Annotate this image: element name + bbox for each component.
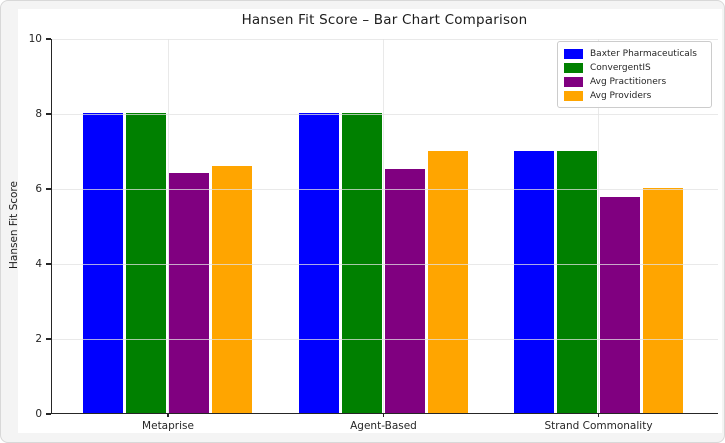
legend-item-avg-providers: Avg Providers (564, 89, 705, 103)
bar-avg-providers-metaprise (212, 165, 252, 413)
horizontal-gridline (52, 263, 718, 265)
bar-avg-providers-strand-commonality (642, 188, 683, 413)
bar-baxter-pharmaceuticals-metaprise (83, 113, 123, 413)
y-tick-label: 6 (35, 182, 42, 195)
y-axis-label: Hansen Fit Score (8, 181, 20, 269)
y-tick-label: 8 (35, 107, 42, 120)
y-tick-label: 2 (35, 332, 42, 345)
legend-label: ConvergentIS (590, 63, 651, 73)
bar-convergentis-strand-commonality (556, 150, 597, 413)
y-tick-mark (45, 413, 51, 415)
legend-item-avg-practitioners: Avg Practitioners (564, 75, 705, 89)
legend-label: Avg Practitioners (590, 77, 667, 87)
bar-group-agent-based (298, 113, 468, 413)
legend: Baxter Pharmaceuticals ConvergentIS Avg Pr… (557, 41, 712, 108)
horizontal-gridline (52, 338, 718, 340)
bar-convergentis-agent-based (341, 113, 382, 413)
bar-group-strand-commonality (513, 150, 683, 413)
y-tick-mark (45, 263, 51, 265)
legend-swatch-convergentis (564, 63, 583, 73)
y-tick-mark (45, 188, 51, 190)
bar-avg-providers-agent-based (427, 150, 468, 413)
legend-swatch-avg-practitioners (564, 77, 583, 87)
y-tick-label: 10 (28, 32, 42, 45)
x-tick-mark (382, 413, 385, 417)
legend-swatch-avg-providers (564, 91, 583, 101)
x-tick-label: Strand Commonality (544, 420, 653, 432)
horizontal-gridline (52, 38, 718, 40)
x-tick-mark (597, 413, 600, 417)
bar-avg-practitioners-strand-commonality (599, 197, 640, 413)
vertical-gridline (598, 39, 599, 413)
legend-item-convergentis: ConvergentIS (564, 61, 705, 75)
bar-baxter-pharmaceuticals-strand-commonality (513, 150, 554, 413)
x-tick-label: Agent-Based (350, 420, 417, 432)
legend-label: Avg Providers (590, 91, 652, 101)
bar-convergentis-metaprise (126, 113, 166, 413)
bar-avg-practitioners-metaprise (169, 173, 209, 413)
bar-baxter-pharmaceuticals-agent-based (298, 113, 339, 413)
bar-group-metaprise (83, 113, 252, 413)
y-tick-label: 0 (35, 407, 42, 420)
vertical-gridline (167, 39, 169, 413)
y-tick-label: 4 (35, 257, 42, 270)
y-tick-mark (45, 113, 51, 115)
legend-item-baxter-pharmaceuticals: Baxter Pharmaceuticals (564, 47, 705, 61)
legend-label: Baxter Pharmaceuticals (590, 49, 697, 59)
x-tick-label: Metaprise (142, 420, 194, 432)
x-tick-mark (167, 413, 169, 417)
legend-swatch-baxter-pharmaceuticals (564, 49, 583, 59)
y-tick-mark (45, 38, 51, 40)
bar-avg-practitioners-agent-based (384, 169, 425, 413)
horizontal-gridline (52, 188, 718, 190)
horizontal-gridline (52, 113, 718, 115)
plot-area: 0 2 4 6 8 10 Metaprise Agent-Based Strand Common… (29, 33, 718, 432)
y-tick-mark (45, 338, 51, 340)
chart-title: Hansen Fit Score – Bar Chart Comparison (241, 12, 528, 28)
vertical-gridline (383, 39, 384, 413)
